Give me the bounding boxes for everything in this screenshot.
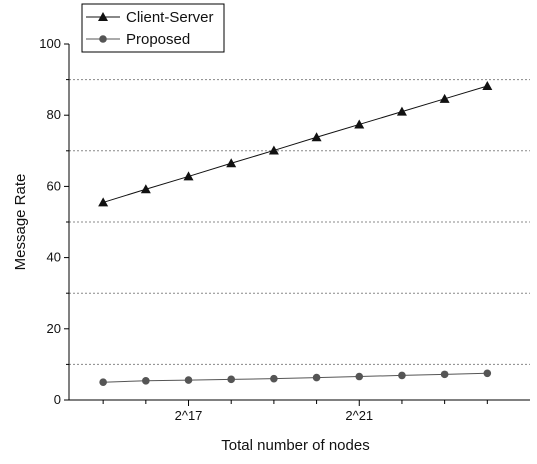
x-tick-label: 2^17: [175, 408, 203, 423]
legend-box: [81, 3, 225, 53]
data-point: [270, 374, 278, 383]
data-point: [312, 373, 321, 382]
data-point: [99, 378, 107, 387]
data-point: [98, 197, 109, 207]
data-point: [396, 106, 407, 116]
series-layer: [98, 81, 493, 387]
y-tick-label: 60: [47, 178, 61, 193]
data-point: [440, 370, 449, 379]
legend-marker: [99, 35, 107, 43]
data-point: [140, 184, 151, 194]
data-point: [311, 132, 322, 142]
y-tick-label: 80: [47, 107, 61, 122]
series-line: [103, 85, 488, 203]
legend: Client-Server Proposed: [81, 3, 225, 53]
data-point: [227, 375, 236, 384]
series-line: [103, 372, 488, 383]
series-proposed: [99, 369, 492, 387]
data-point: [482, 81, 493, 91]
data-point: [439, 93, 450, 103]
series-client-server: [98, 81, 493, 207]
legend-label: Client-Server: [126, 9, 214, 26]
x-axis-title: Total number of nodes: [221, 437, 369, 454]
data-point: [226, 158, 237, 168]
data-point: [483, 369, 492, 378]
y-tick-label: 0: [54, 392, 61, 407]
data-point: [183, 171, 194, 181]
data-point: [268, 145, 279, 155]
data-point: [354, 119, 365, 129]
y-tick-label: 20: [47, 321, 61, 336]
y-tick-label: 100: [39, 36, 61, 51]
data-point: [142, 376, 150, 385]
data-point: [184, 376, 193, 384]
data-point: [398, 371, 406, 380]
legend-label: Proposed: [126, 31, 190, 48]
axes: Total number of nodes Message Rate 0 20 40…: [12, 36, 530, 454]
gridlines: [69, 79, 530, 365]
y-axis-title: Message Rate: [12, 174, 29, 271]
y-tick-label: 40: [47, 250, 61, 265]
x-tick-label: 2^21: [345, 408, 373, 423]
data-point: [355, 372, 364, 381]
legend-marker: [98, 12, 108, 21]
